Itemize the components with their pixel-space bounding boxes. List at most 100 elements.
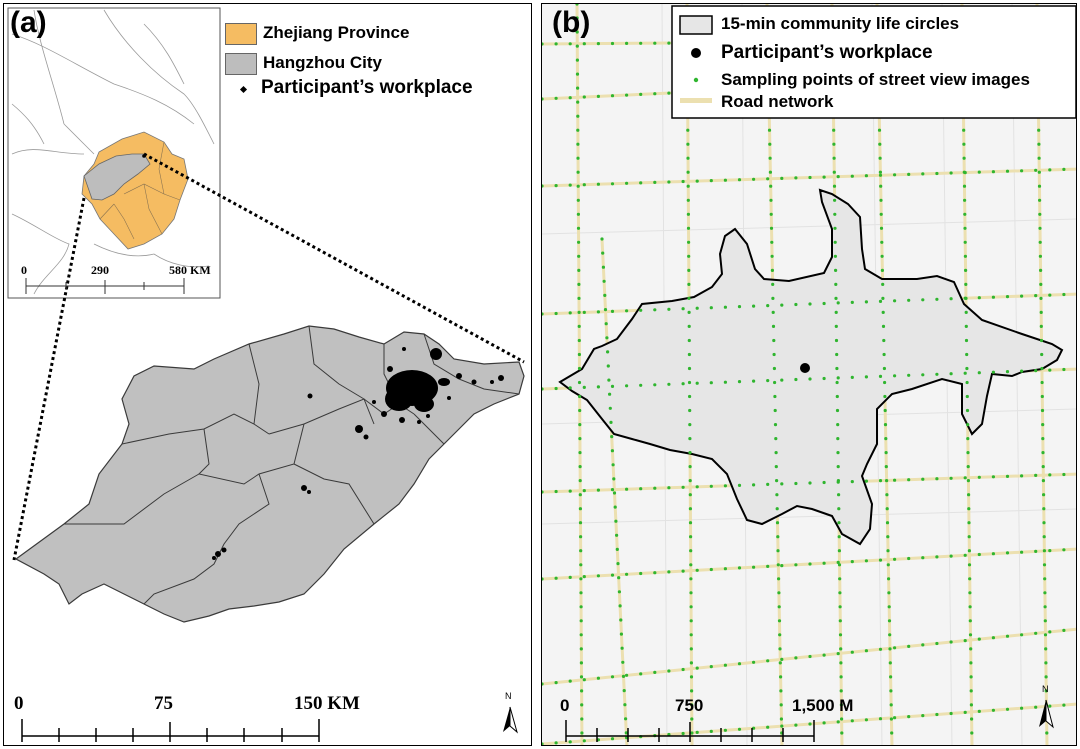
sampling-point <box>1038 254 1042 258</box>
sampling-point <box>966 465 970 469</box>
sampling-point <box>794 302 798 307</box>
sampling-point <box>864 300 868 304</box>
sampling-point <box>1034 168 1038 172</box>
sampling-point <box>1076 72 1077 75</box>
sampling-point <box>688 394 692 399</box>
sampling-point <box>625 487 629 491</box>
sampling-point <box>834 324 838 328</box>
sampling-point <box>893 646 897 650</box>
sampling-point <box>889 717 893 721</box>
sampling-point <box>690 689 694 693</box>
sampling-point <box>885 493 889 497</box>
sampling-point <box>577 366 582 371</box>
legend-workplace-dot <box>691 48 701 58</box>
sampling-point <box>619 632 623 636</box>
sampling-point <box>688 479 692 483</box>
sampling-point <box>577 324 581 328</box>
sampling-point <box>881 282 885 286</box>
sampling-point <box>780 303 784 307</box>
inset-scale-tick-0: 0 <box>21 263 27 277</box>
sampling-point <box>834 268 838 272</box>
sampling-point <box>579 563 583 567</box>
sampling-point <box>864 649 868 653</box>
sampling-point <box>1045 731 1049 735</box>
sampling-point <box>608 406 612 410</box>
sampling-point <box>653 308 657 312</box>
sampling-point <box>949 171 953 175</box>
sampling-point <box>963 254 967 258</box>
sampling-point <box>839 689 843 693</box>
panel-b-label: (b) <box>552 6 591 39</box>
sampling-point <box>840 717 844 721</box>
sampling-point <box>610 488 615 492</box>
sampling-point <box>878 374 883 378</box>
sampling-point <box>639 181 643 185</box>
sampling-point <box>580 689 584 693</box>
sampling-point <box>596 310 600 314</box>
sampling-point <box>1076 472 1077 475</box>
sampling-point <box>1040 380 1044 385</box>
sampling-point <box>610 737 615 741</box>
sampling-point <box>568 489 572 493</box>
sampling-point <box>690 745 693 746</box>
sampling-point <box>878 156 882 160</box>
sampling-point <box>883 380 887 385</box>
sampling-point <box>963 212 967 216</box>
sampling-point <box>578 437 582 441</box>
sampling-point <box>1062 628 1066 633</box>
sampling-point <box>688 493 692 497</box>
sampling-point <box>542 184 544 188</box>
workplace-points <box>212 347 504 560</box>
legend-swatch-zhejiang <box>225 23 257 45</box>
sampling-point <box>582 575 586 579</box>
sampling-point <box>883 408 887 413</box>
sampling-point <box>935 641 939 646</box>
sampling-point <box>969 689 973 693</box>
sampling-point <box>780 724 784 728</box>
sampling-point <box>1005 474 1010 478</box>
sampling-point <box>723 484 727 488</box>
sampling-point <box>838 577 842 581</box>
sampling-point <box>771 310 775 314</box>
sampling-point <box>766 725 770 729</box>
sampling-point <box>766 659 770 663</box>
sampling-point <box>969 675 973 679</box>
sampling-point <box>893 557 897 561</box>
sampling-point <box>568 96 572 100</box>
sampling-point <box>582 385 586 389</box>
sampling-point <box>603 293 607 297</box>
sampling-point <box>864 718 868 722</box>
sampling-point <box>1034 549 1038 554</box>
sampling-point <box>840 731 844 735</box>
sampling-point <box>963 710 967 715</box>
sampling-point <box>579 619 583 623</box>
sampling-point <box>833 240 837 244</box>
panel-b-map <box>542 4 1077 746</box>
sampling-point <box>686 212 690 216</box>
sampling-point <box>775 521 780 525</box>
scale-b-tick-0: 0 <box>560 696 570 715</box>
sampling-point <box>1039 324 1043 328</box>
sampling-point <box>610 309 615 313</box>
sampling-point <box>686 170 690 174</box>
sampling-point <box>579 549 583 553</box>
sampling-point <box>970 745 973 746</box>
sampling-point <box>695 666 699 670</box>
scale-b-tick-2: 1,500 M <box>792 696 854 715</box>
sampling-point <box>836 376 840 380</box>
sampling-point <box>688 521 693 525</box>
sampling-point <box>1020 474 1024 478</box>
sampling-point <box>949 711 953 716</box>
sampling-point <box>554 311 558 316</box>
sampling-point <box>737 483 742 487</box>
sampling-point <box>554 96 558 100</box>
sampling-point <box>969 647 973 651</box>
sampling-point <box>1038 212 1042 216</box>
sampling-point <box>1048 473 1052 477</box>
sampling-point <box>577 338 581 343</box>
sampling-point <box>921 298 925 302</box>
sampling-point <box>838 619 842 623</box>
sampling-point <box>965 366 969 371</box>
sampling-point <box>709 729 713 734</box>
sampling-point <box>878 299 883 303</box>
